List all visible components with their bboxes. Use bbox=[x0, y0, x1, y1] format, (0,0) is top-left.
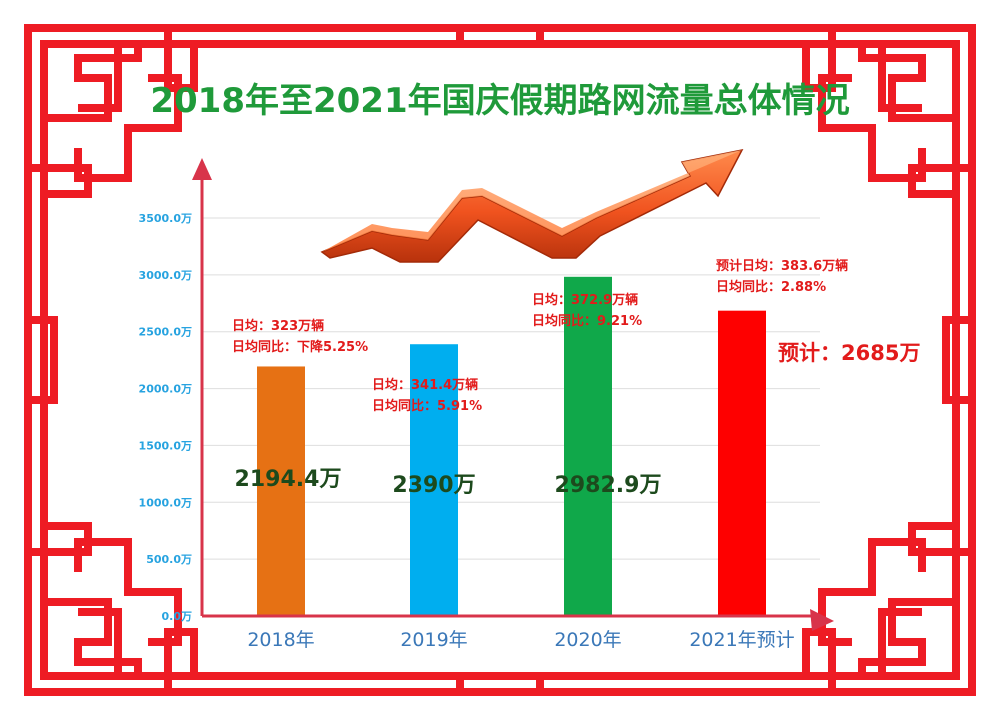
y-tick-label: 0.0万 bbox=[162, 610, 193, 623]
annotation-line: 日均同比：9.21% bbox=[532, 313, 642, 329]
bars bbox=[257, 276, 766, 616]
y-tick-label: 3000.0万 bbox=[139, 269, 192, 282]
x-tick-label: 2018年 bbox=[247, 629, 314, 651]
y-tick-labels: 0.0万 500.0万 1000.0万 1500.0万 2000.0万 2500.0万 30… bbox=[139, 212, 192, 623]
y-tick-label: 500.0万 bbox=[146, 553, 192, 566]
annotation-line: 日均同比：5.91% bbox=[372, 398, 482, 414]
y-tick-label: 3500.0万 bbox=[139, 212, 192, 225]
x-tick-label: 2020年 bbox=[554, 629, 621, 651]
data-labels: 2018年 2019年 2020年 2021年预计 2194.4万 2390万 2982.9… bbox=[232, 258, 920, 651]
annotation-line: 日均同比：下降5.25% bbox=[232, 339, 368, 355]
value-label: 2194.4万 bbox=[235, 467, 342, 492]
bar-2020年 bbox=[564, 276, 612, 616]
bar-2019年 bbox=[410, 344, 458, 616]
annotation-line: 预计日均：383.6万辆 bbox=[716, 258, 848, 274]
axes bbox=[192, 158, 834, 631]
annotation-line: 日均：372.9万辆 bbox=[532, 292, 638, 308]
decorative-frame bbox=[24, 24, 976, 696]
bar-2021年预计 bbox=[718, 310, 766, 616]
y-tick-label: 1000.0万 bbox=[139, 496, 192, 509]
x-axis-arrowhead-icon bbox=[810, 609, 834, 631]
bar-2018年 bbox=[257, 366, 305, 616]
value-label: 预计：2685万 bbox=[778, 341, 920, 365]
annotation-line: 日均同比：2.88% bbox=[716, 279, 826, 295]
trend-arrow-icon bbox=[320, 148, 744, 263]
x-tick-label: 2021年预计 bbox=[689, 629, 794, 651]
value-label: 2390万 bbox=[392, 473, 475, 498]
value-label: 2982.9万 bbox=[555, 473, 662, 498]
y-axis-arrowhead-icon bbox=[192, 158, 212, 180]
y-tick-label: 1500.0万 bbox=[139, 439, 192, 452]
chart-title: 2018年至2021年国庆假期路网流量总体情况 bbox=[150, 81, 849, 121]
y-tick-label: 2500.0万 bbox=[139, 326, 192, 339]
x-tick-label: 2019年 bbox=[400, 629, 467, 651]
y-tick-label: 2000.0万 bbox=[139, 383, 192, 396]
annotation-line: 日均：341.4万辆 bbox=[372, 377, 478, 393]
annotation-line: 日均：323万辆 bbox=[232, 318, 324, 334]
